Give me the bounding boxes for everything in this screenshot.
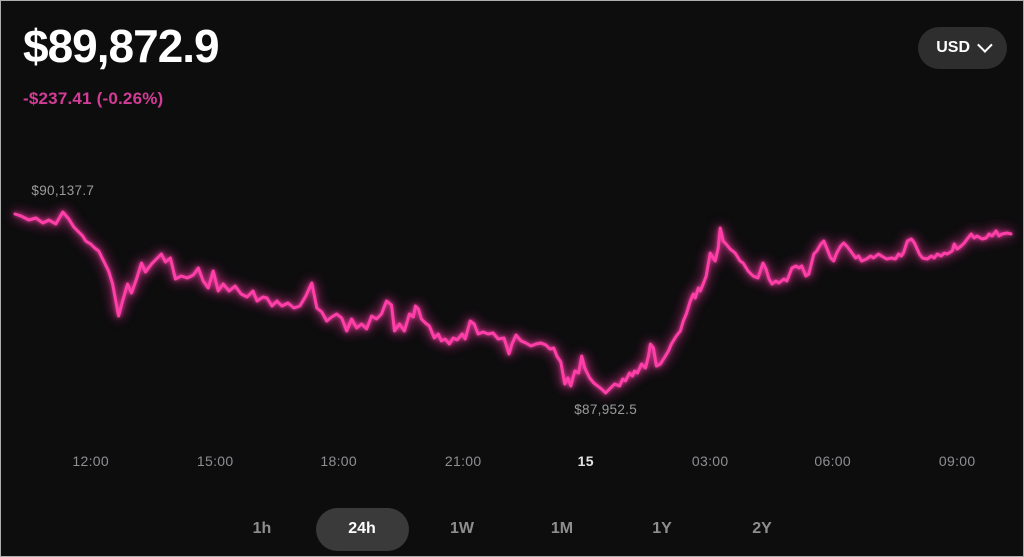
price-chart[interactable]: $90,137.7 $87,952.5 xyxy=(13,183,1013,417)
x-axis-tick: 06:00 xyxy=(814,453,851,469)
current-price: $89,872.9 xyxy=(23,20,220,72)
high-price-label: $90,137.7 xyxy=(31,183,95,198)
chevron-down-icon xyxy=(977,36,993,53)
range-button-1w[interactable]: 1W xyxy=(416,508,509,551)
x-axis-tick: 12:00 xyxy=(72,453,109,469)
x-axis-tick-date: 15 xyxy=(577,453,594,469)
price-change: -$237.41 (-0.26%) xyxy=(23,89,164,108)
price-line xyxy=(13,210,1013,395)
price-line-svg xyxy=(13,210,1013,395)
x-axis-tick: 21:00 xyxy=(444,453,482,469)
x-axis-tick: 18:00 xyxy=(320,453,357,469)
range-button-1m[interactable]: 1M xyxy=(516,508,609,551)
range-button-1y[interactable]: 1Y xyxy=(616,508,709,551)
x-axis-tick: 09:00 xyxy=(938,453,976,469)
range-button-1h[interactable]: 1h xyxy=(216,508,309,551)
low-price-label: $87,952.5 xyxy=(574,402,638,417)
currency-label: USD xyxy=(936,39,970,56)
x-axis-tick: 15:00 xyxy=(196,453,234,469)
range-button-2y[interactable]: 2Y xyxy=(716,508,809,551)
x-axis-tick: 03:00 xyxy=(691,453,729,469)
time-range-selector: 1h 24h 1W 1M 1Y 2Y xyxy=(1,507,1023,551)
currency-selector-button[interactable]: USD xyxy=(918,27,1007,69)
range-button-24h[interactable]: 24h xyxy=(315,507,409,551)
x-axis: 12:00 15:00 18:00 21:00 15 03:00 06:00 0… xyxy=(15,453,1011,475)
